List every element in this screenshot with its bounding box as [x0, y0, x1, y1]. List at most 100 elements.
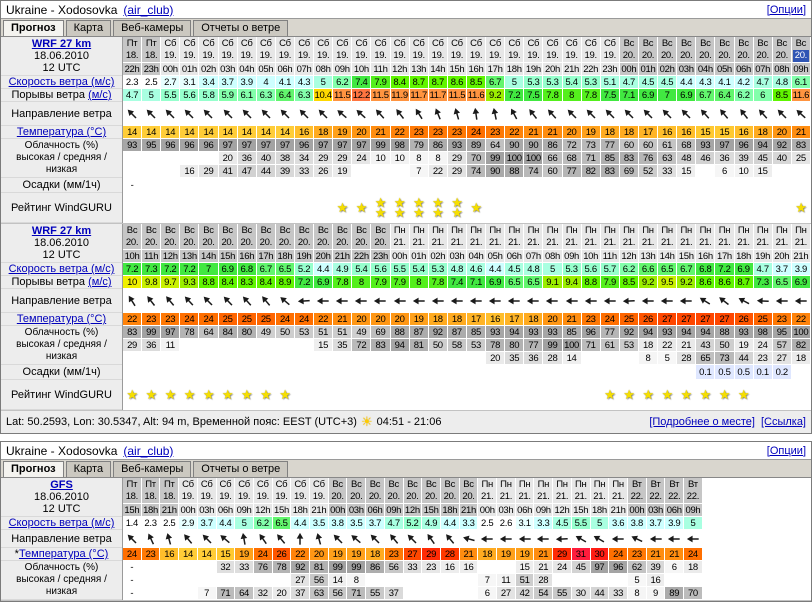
cloud-high-cell: 100	[792, 326, 811, 339]
temperature-cell: 21	[543, 126, 562, 139]
cloud-high-cell: 96	[161, 139, 180, 152]
temperature-cell: 27	[715, 313, 734, 326]
row-label-link-temp[interactable]: Температура (°C)	[17, 313, 106, 325]
cloud-high-cell: 77	[601, 139, 620, 152]
cloud-low-cell: 82	[582, 165, 601, 178]
wind-direction-icon	[163, 294, 177, 308]
wind-direction-arrow	[543, 102, 562, 126]
tab-wind-reports[interactable]: Отчеты о ветре	[193, 20, 288, 36]
tab-map[interactable]: Карта	[66, 20, 111, 36]
rating-cell: ★	[142, 380, 161, 410]
precip-cell	[371, 365, 390, 380]
date-label: 21.	[585, 237, 597, 249]
row-label-link-speed[interactable]: Скорость ветра (м/с)	[9, 76, 115, 88]
rating-cell	[429, 380, 448, 410]
wind-direction-icon	[274, 532, 288, 546]
temperature-cell: 16	[295, 126, 314, 139]
tab-map[interactable]: Карта	[66, 461, 111, 477]
tab-webcams[interactable]: Веб-камеры	[113, 20, 191, 36]
footer-links: [Подробнее о месте] [Ссылка]	[643, 416, 806, 428]
cloud-low-cell	[429, 352, 448, 365]
cloud-low-cell: 63	[310, 587, 329, 600]
wind-direction-arrow	[273, 530, 292, 548]
model-link[interactable]: WRF 27 km	[32, 38, 91, 50]
wind-speed-cell: 5.5	[572, 517, 591, 530]
hour-header-cell: 11h	[601, 250, 620, 263]
model-link[interactable]: WRF 27 km	[32, 225, 91, 237]
cloud-low-cell	[123, 352, 142, 365]
precip-cell	[391, 365, 410, 380]
station-link[interactable]: (air_club)	[123, 3, 173, 17]
wind-direction-arrow	[347, 530, 366, 548]
tab-webcams[interactable]: Веб-камеры	[113, 461, 191, 477]
row-label-link-temp[interactable]: Температура (°C)	[19, 548, 108, 560]
cloud-low-cell: 30	[572, 587, 591, 600]
wind-direction-arrow	[366, 530, 385, 548]
wind-direction-icon	[679, 294, 693, 308]
cloud-mid-cell	[460, 574, 479, 587]
cloud-low-cell	[391, 352, 410, 365]
station-link[interactable]: (air_club)	[123, 444, 173, 458]
row-label-link-gusts[interactable]: (м/с)	[88, 89, 111, 101]
row-label-link-temp[interactable]: Температура (°C)	[17, 126, 106, 138]
wind-speed-cell: 3.8	[628, 517, 647, 530]
wind-direction-arrow	[123, 102, 142, 126]
wind-direction-icon	[349, 532, 363, 546]
wind-direction-arrow	[773, 102, 792, 126]
cloud-high-cell: 93	[658, 326, 677, 339]
cloud-low-cell: 8	[639, 352, 658, 365]
cloud-high-cell: 93	[543, 326, 562, 339]
cloud-high-cell: 92	[291, 561, 310, 574]
rating-cell: ★	[219, 380, 238, 410]
wind-direction-icon	[182, 107, 196, 121]
date-label: 19.	[565, 50, 577, 62]
wind-gusts-cell: 11.5	[448, 89, 467, 102]
tab-forecast[interactable]: Прогноз	[3, 461, 64, 477]
temperature-cell: 14	[161, 126, 180, 139]
date-label: 19.	[201, 491, 213, 503]
temperature-cell: 14	[198, 548, 217, 561]
wind-direction-icon	[630, 532, 644, 546]
cloud-mid-cell: 43	[696, 339, 715, 352]
date-label: 19.	[279, 50, 291, 62]
row-label-link-speed[interactable]: Скорость ветра (м/с)	[9, 263, 115, 275]
row-label-link-speed[interactable]: Скорость ветра (м/с)	[9, 517, 115, 529]
rating-cell	[754, 193, 773, 223]
temperature-cell: 16	[160, 548, 179, 561]
tab-forecast[interactable]: Прогноз	[3, 20, 64, 36]
options-link[interactable]: [Опции]	[767, 445, 806, 457]
wind-direction-arrow	[448, 102, 467, 126]
temperature-cell: 22	[391, 126, 410, 139]
wind-speed-cell: 8.7	[429, 76, 448, 89]
wind-direction-arrow	[410, 102, 429, 126]
cloud-mid-cell: 50	[715, 339, 734, 352]
rating-cell	[754, 380, 773, 410]
cloud-mid-cell: 77	[524, 339, 543, 352]
wind-direction-icon	[737, 294, 751, 308]
place-details-link[interactable]: [Подробнее о месте]	[649, 416, 755, 428]
row-label-link-gusts[interactable]: (м/с)	[88, 276, 111, 288]
wind-direction-icon	[387, 532, 401, 546]
wind-speed-cell: 5	[684, 517, 703, 530]
precip-cell	[371, 178, 390, 193]
options-link[interactable]: [Опции]	[767, 4, 806, 16]
cloud-low-cell: 5	[658, 352, 677, 365]
cloud-high-cell: 78	[180, 326, 199, 339]
temperature-cell: 24	[684, 548, 703, 561]
permalink-link[interactable]: [Ссылка]	[761, 416, 806, 428]
rating-cell: ★★	[429, 193, 448, 223]
tab-wind-reports[interactable]: Отчеты о ветре	[193, 461, 288, 477]
rating-cell	[582, 193, 601, 223]
model-link[interactable]: GFS	[50, 479, 73, 491]
